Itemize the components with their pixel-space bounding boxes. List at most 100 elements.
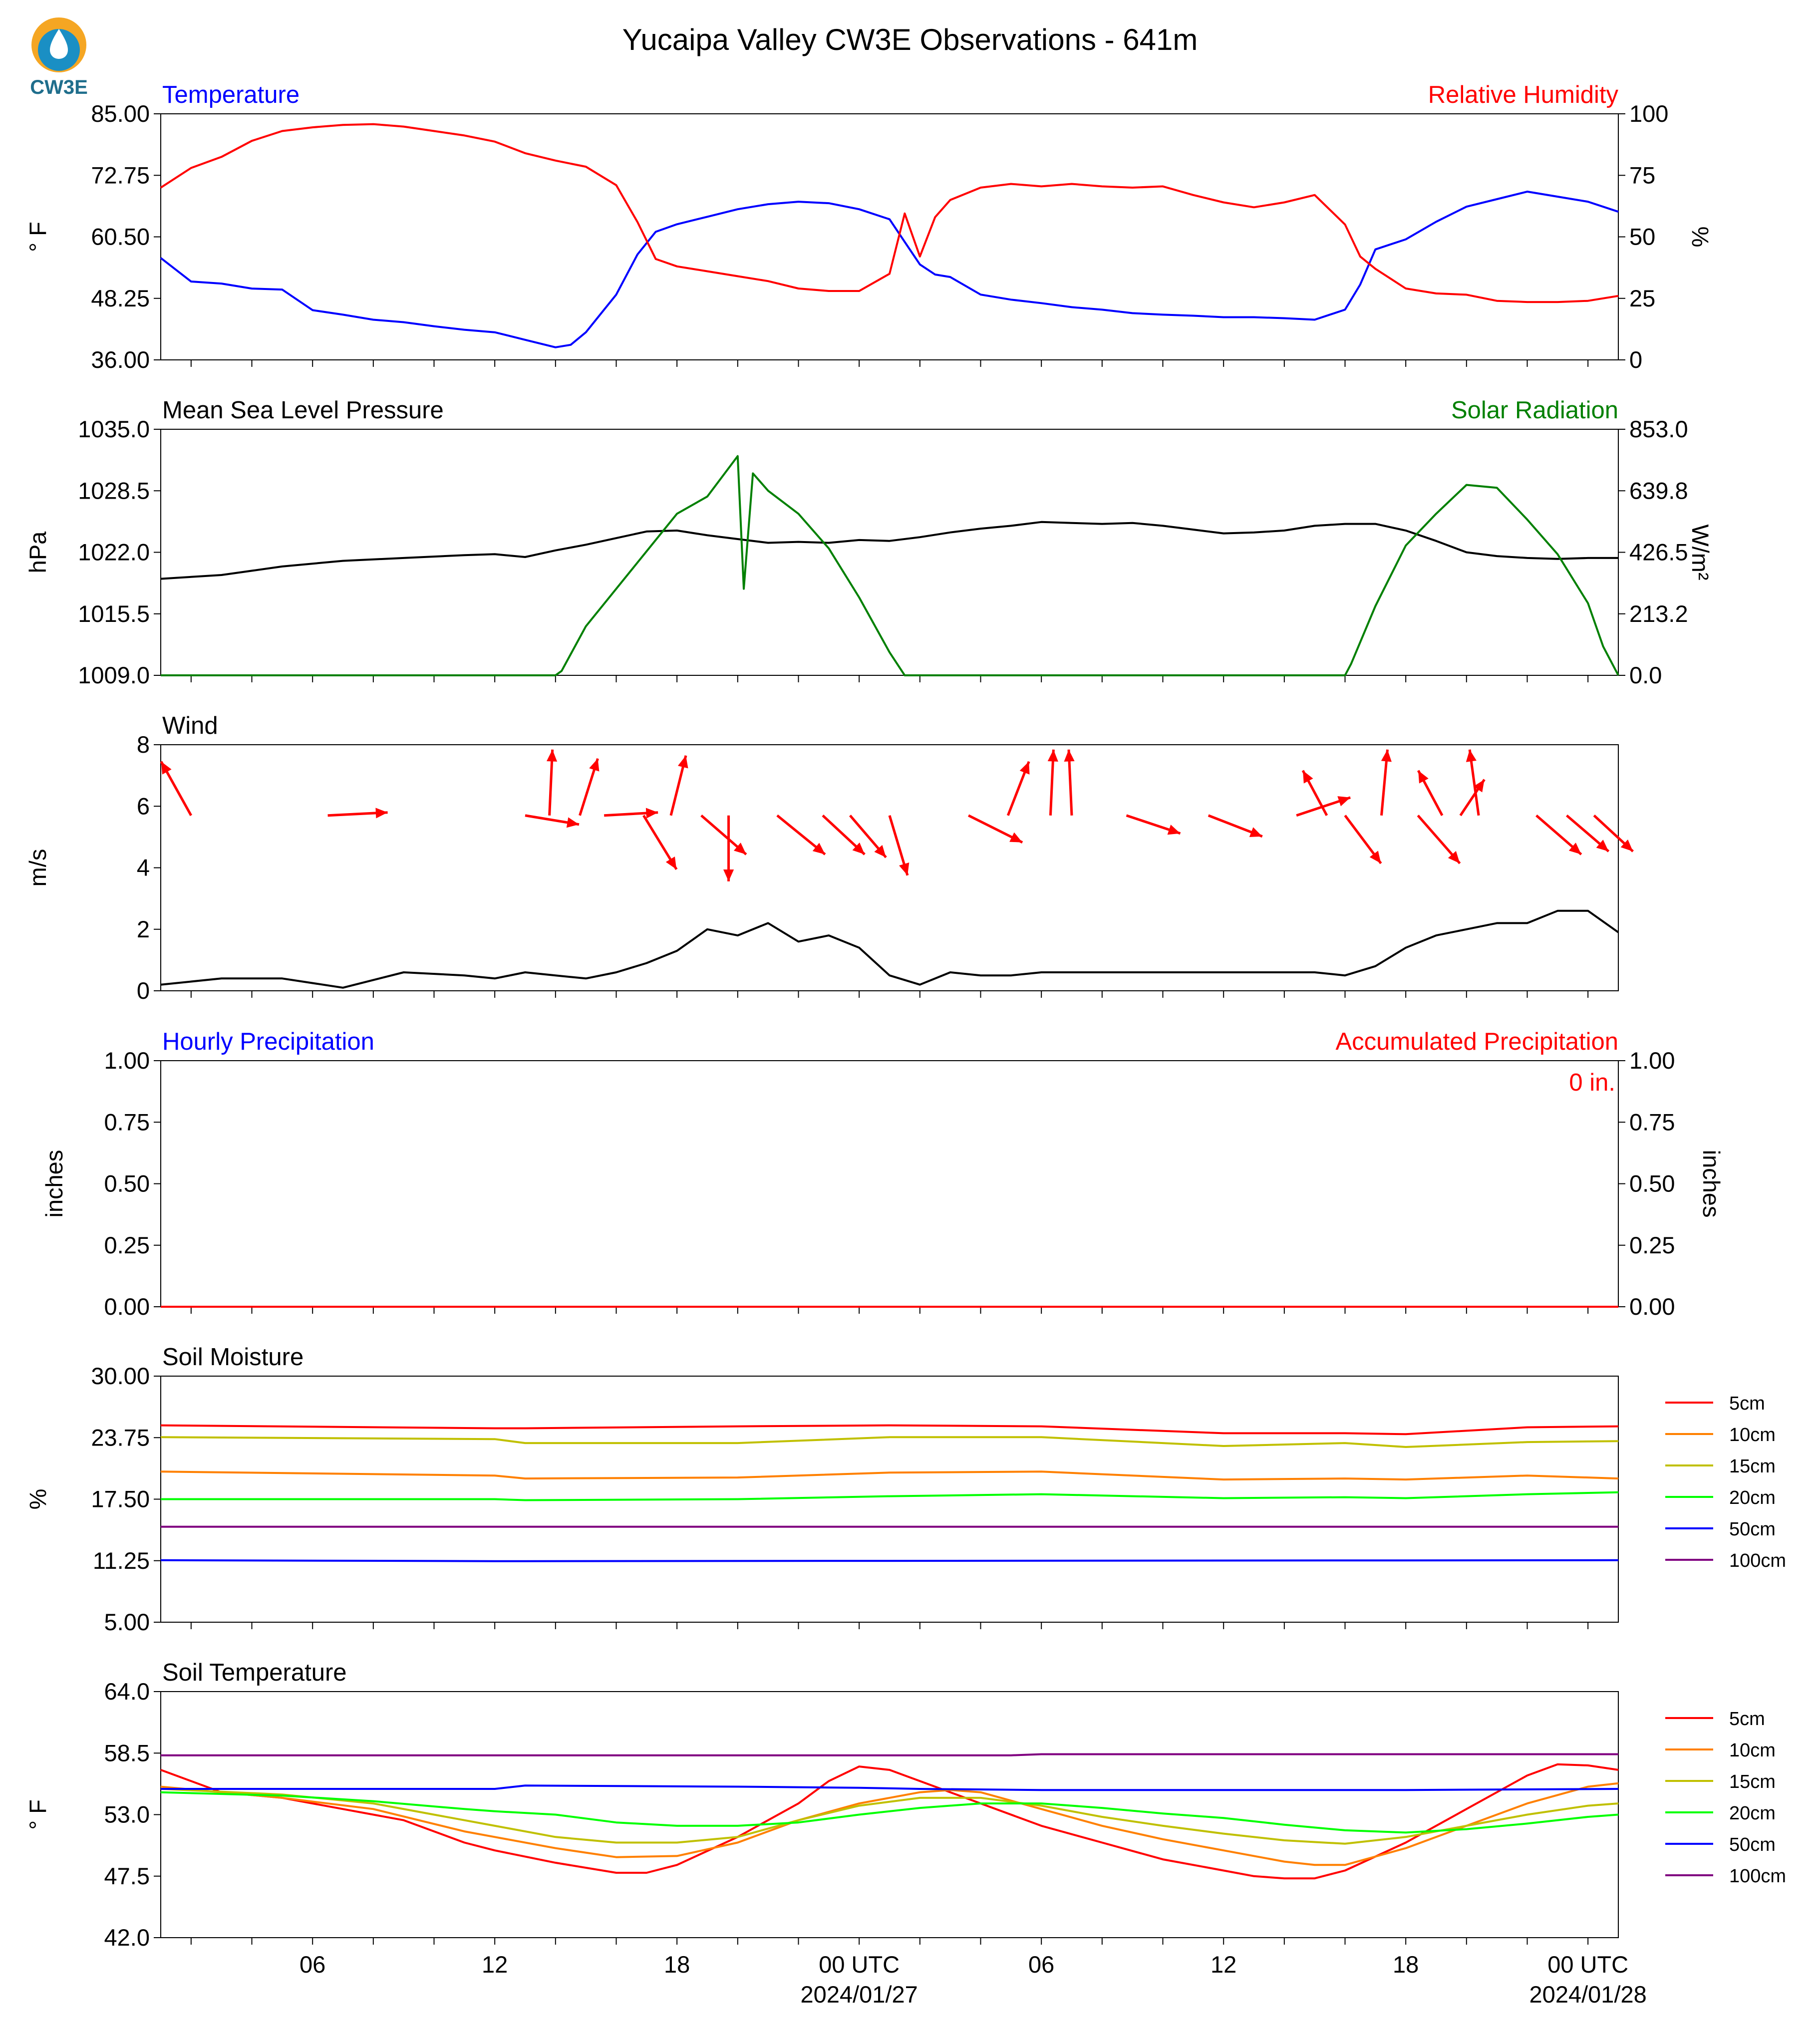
- wind-arrowhead: [1249, 827, 1262, 838]
- legend-label: 15cm: [1729, 1456, 1776, 1477]
- legend-label: 15cm: [1729, 1771, 1776, 1792]
- y-tick-label: 64.0: [104, 1678, 150, 1705]
- legend: 5cm 10cm 15cm 20cm 50cm 100cm: [1665, 1393, 1786, 1571]
- y-axis-label: inches: [41, 1150, 67, 1218]
- x-tick-label: 12: [1211, 1951, 1236, 1978]
- series-line: [161, 455, 1619, 676]
- y-tick-label-right: 75: [1629, 162, 1655, 188]
- wind-arrowhead: [161, 761, 172, 775]
- panel-title: Temperature: [162, 81, 300, 108]
- wind-arrowhead: [852, 842, 865, 855]
- series-line-10cm: [160, 1782, 1619, 1866]
- legend-label: 50cm: [1729, 1519, 1776, 1540]
- wind-arrowhead: [733, 843, 746, 855]
- y-tick-label: 0: [137, 977, 150, 1004]
- plot-frame: [160, 744, 1619, 991]
- y-tick-label: 0.50: [104, 1170, 150, 1197]
- panel-hourly-precipitation: Hourly Precipitation Accumulated Precipit…: [41, 1028, 1725, 1320]
- series-line-15cm: [160, 1436, 1619, 1448]
- series-line: [160, 190, 1619, 348]
- wind-arrowhead: [1596, 840, 1609, 852]
- y-tick-label: 0.00: [104, 1293, 150, 1320]
- plot-frame: [160, 429, 1619, 676]
- y-axis-label-right: %: [1687, 227, 1714, 248]
- wind-arrowhead: [1418, 770, 1429, 784]
- y-tick-label-right: 0: [1629, 346, 1642, 373]
- y-tick-label: 0.25: [104, 1232, 150, 1258]
- wind-arrowhead: [1381, 749, 1392, 762]
- series-line-50cm: [161, 1784, 1619, 1791]
- y-tick-label: 4: [137, 855, 150, 881]
- wind-arrowhead: [589, 758, 600, 772]
- y-tick-label-right: 0.75: [1629, 1109, 1675, 1135]
- wind-arrowhead: [1009, 832, 1023, 843]
- date-label: 2024/01/27: [801, 1981, 918, 2008]
- wind-arrowhead: [677, 755, 688, 769]
- y-tick-label: 0.75: [104, 1109, 150, 1135]
- legend: 5cm 10cm 15cm 20cm 50cm 100cm: [1665, 1709, 1786, 1887]
- wind-arrowhead: [1448, 851, 1460, 864]
- series-line-20cm: [161, 1491, 1619, 1501]
- wind-arrowhead: [1047, 749, 1058, 762]
- x-tick-label: 06: [300, 1951, 325, 1978]
- y-tick-label-right: 0.25: [1629, 1232, 1675, 1258]
- legend-label: 20cm: [1729, 1803, 1776, 1824]
- y-tick-label: 5.00: [104, 1609, 150, 1635]
- y-axis-label: hPa: [24, 531, 51, 573]
- panel-title-right: Relative Humidity: [1428, 81, 1619, 108]
- y-tick-label-right: 0.0: [1629, 662, 1662, 688]
- panel-title: Soil Moisture: [162, 1344, 303, 1371]
- y-tick-label: 30.00: [91, 1363, 150, 1389]
- plot-frame: [160, 1691, 1619, 1938]
- y-tick-label: 58.5: [104, 1739, 150, 1766]
- y-tick-label: 1022.0: [78, 539, 150, 566]
- panel-soil-moisture: Soil Moisture 30.00 23.75 17.50 11.25 5.00% 5c…: [24, 1344, 1786, 1635]
- y-tick-label: 2: [137, 916, 150, 942]
- panel-mean-sea-level-pressure: Mean Sea Level Pressure Solar Radiation 10…: [24, 397, 1714, 688]
- panel-title-right: Accumulated Precipitation: [1335, 1028, 1618, 1055]
- wind-arrowhead: [1167, 825, 1181, 835]
- x-tick-label: 06: [1028, 1951, 1054, 1978]
- y-tick-label-right: 639.8: [1629, 477, 1688, 504]
- y-axis-label: %: [24, 1489, 51, 1510]
- y-tick-label-right: 853.0: [1629, 416, 1688, 442]
- y-tick-label: 1009.0: [78, 662, 150, 688]
- panel-title: Soil Temperature: [162, 1659, 347, 1686]
- y-axis-label: ° F: [24, 222, 51, 252]
- y-tick-label-right: 50: [1629, 224, 1655, 250]
- wind-arrowhead: [1473, 779, 1485, 793]
- y-tick-label: 1035.0: [78, 416, 150, 442]
- series-line-50cm: [160, 1559, 1619, 1562]
- y-tick-label: 53.0: [104, 1801, 150, 1828]
- wind-arrowhead: [812, 843, 825, 855]
- x-tick-label: 00 UTC: [1547, 1951, 1628, 1978]
- y-tick-label: 1015.5: [78, 600, 150, 627]
- series-line-100cm: [161, 1753, 1618, 1756]
- wind-arrowhead: [723, 869, 734, 881]
- wind-arrowhead: [899, 862, 910, 875]
- y-tick-label: 47.5: [104, 1863, 150, 1889]
- y-axis-label-right: W/m²: [1687, 524, 1714, 580]
- panel-soil-temperature: Soil Temperature 64.0 58.5 53.0 47.5 42.0 ° F 5…: [24, 1659, 1786, 2008]
- water-drop-icon: [50, 29, 68, 59]
- y-tick-label-right: 25: [1629, 285, 1655, 311]
- y-tick-label: 6: [137, 793, 150, 819]
- y-tick-label: 1028.5: [78, 477, 150, 504]
- legend-label: 5cm: [1729, 1709, 1765, 1730]
- wind-arrowhead: [874, 845, 886, 858]
- legend-label: 10cm: [1729, 1425, 1776, 1446]
- wind-arrowhead: [546, 749, 558, 762]
- y-tick-label-right: 426.5: [1629, 539, 1688, 566]
- y-axis-label: ° F: [24, 1799, 51, 1830]
- wind-arrowhead: [665, 856, 677, 869]
- legend-label: 50cm: [1729, 1834, 1776, 1855]
- wind-arrowhead: [375, 808, 388, 819]
- y-tick-label: 8: [137, 731, 150, 758]
- y-tick-label-right: 1.00: [1629, 1047, 1675, 1074]
- chart-title: Yucaipa Valley CW3E Observations - 641m: [622, 23, 1198, 56]
- x-tick-label: 18: [664, 1951, 690, 1978]
- wind-arrowhead: [1019, 761, 1030, 775]
- wind-arrowhead: [566, 817, 579, 828]
- series-line-15cm: [160, 1788, 1619, 1845]
- series-line: [160, 521, 1618, 580]
